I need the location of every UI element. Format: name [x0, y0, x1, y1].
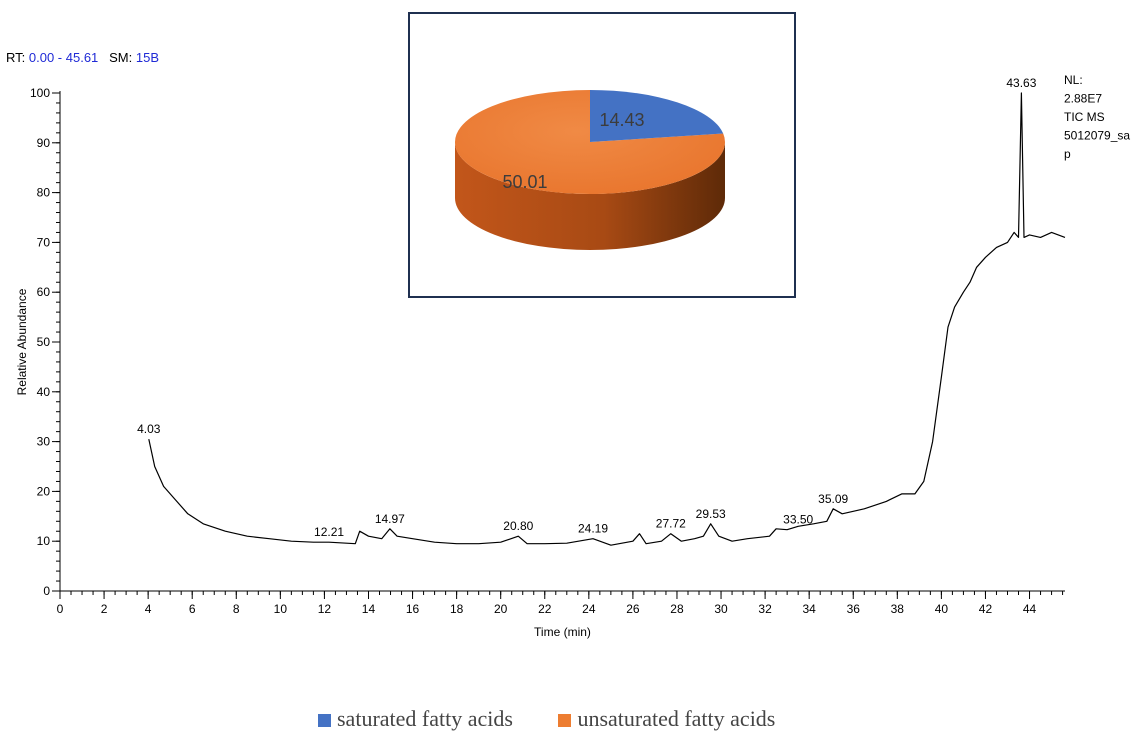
x-tick-label: 12	[318, 602, 332, 616]
x-tick-label: 0	[57, 602, 64, 616]
x-tick-label: 6	[189, 602, 196, 616]
y-tick-label: 50	[37, 335, 51, 349]
pie-slice-saturated	[590, 90, 724, 142]
run-header: RT: 0.00 - 45.61 SM: 15B	[6, 50, 159, 65]
peak-label: 35.09	[818, 492, 848, 506]
peak-label: 43.63	[1006, 76, 1036, 90]
y-tick-label: 80	[37, 186, 51, 200]
nl-info-line: 2.88E7	[1064, 92, 1102, 106]
x-tick-label: 32	[758, 602, 772, 616]
x-tick-label: 28	[670, 602, 684, 616]
y-tick-label: 100	[30, 86, 50, 100]
x-axis-title: Time (min)	[534, 625, 591, 639]
y-tick-label: 20	[37, 484, 51, 498]
x-tick-label: 18	[450, 602, 464, 616]
x-tick-label: 10	[274, 602, 288, 616]
chromatogram-chart: 0 2 4 6 8 10 12 14 16 18 20 22 24 26 28 30 32 34 36 38 40 42 4…	[15, 12, 1130, 639]
x-tick-label: 4	[145, 602, 152, 616]
x-tick-label: 16	[406, 602, 420, 616]
nl-info-line: NL:	[1064, 73, 1083, 87]
x-tick-label: 22	[538, 602, 552, 616]
peak-label: 27.72	[656, 517, 686, 531]
y-tick-label: 10	[37, 534, 51, 548]
x-tick-label: 8	[233, 602, 240, 616]
x-tick-label: 40	[935, 602, 949, 616]
nl-info-line: TIC MS	[1064, 110, 1105, 124]
sm-value: 15B	[135, 50, 160, 65]
pie-label-saturated: 14.43	[599, 110, 644, 130]
legend-item-unsaturated: unsaturated fatty acids	[558, 706, 775, 732]
legend-label-unsaturated: unsaturated fatty acids	[577, 706, 776, 731]
sm-label: SM:	[109, 50, 133, 65]
x-tick-label: 44	[1023, 602, 1037, 616]
legend-label-saturated: saturated fatty acids	[337, 706, 513, 731]
x-tick-label: 2	[101, 602, 108, 616]
pie-legend: saturated fatty acids unsaturated fatty …	[318, 706, 815, 732]
x-tick-label: 34	[802, 602, 816, 616]
y-axis-title: Relative Abundance	[15, 288, 29, 395]
y-tick-label: 40	[37, 385, 51, 399]
x-tick-label: 36	[847, 602, 861, 616]
peak-label: 24.19	[578, 522, 608, 536]
x-tick-label: 38	[891, 602, 905, 616]
peak-label: 29.53	[696, 507, 726, 521]
y-tick-label: 30	[37, 435, 51, 449]
peak-label: 12.21	[314, 525, 344, 539]
x-tick-label: 42	[979, 602, 993, 616]
pie-label-unsaturated: 50.01	[502, 172, 547, 192]
legend-swatch-saturated	[318, 714, 331, 727]
x-tick-label: 30	[714, 602, 728, 616]
peak-label: 14.97	[375, 512, 405, 526]
legend-item-saturated: saturated fatty acids	[318, 706, 513, 732]
peak-label: 4.03	[137, 422, 161, 436]
nl-info-line: p	[1064, 147, 1071, 161]
x-tick-label: 14	[362, 602, 376, 616]
x-tick-label: 24	[582, 602, 596, 616]
peak-label: 33.50	[783, 513, 813, 527]
y-tick-label: 70	[37, 235, 51, 249]
legend-swatch-unsaturated	[558, 714, 572, 727]
pie-side-unsaturated	[455, 142, 725, 250]
rt-value: 0.00 - 45.61	[28, 50, 99, 65]
nl-info-line: 5012079_sa	[1064, 129, 1130, 143]
y-tick-label: 60	[37, 285, 51, 299]
y-tick-label: 90	[37, 136, 51, 150]
rt-label: RT:	[6, 50, 26, 65]
x-tick-label: 20	[494, 602, 508, 616]
x-tick-label: 26	[626, 602, 640, 616]
y-tick-label: 0	[43, 584, 50, 598]
chromatogram-trace	[148, 92, 1066, 546]
peak-label: 20.80	[503, 519, 533, 533]
